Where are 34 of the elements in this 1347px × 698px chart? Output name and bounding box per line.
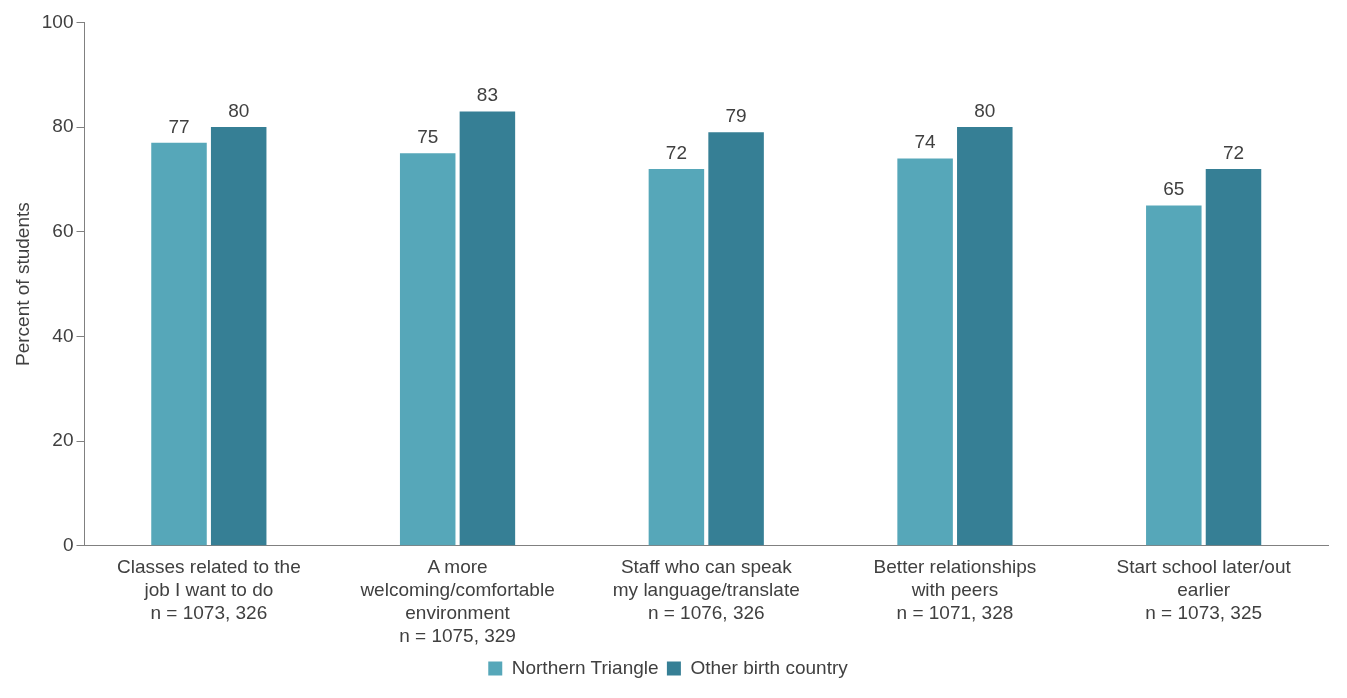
data-label: 83 [476, 84, 498, 106]
bar [708, 132, 764, 546]
x-tick-label: Better relationships with peers n = 1071, 328 [873, 556, 1037, 624]
bar [151, 142, 207, 546]
data-label: 74 [914, 131, 937, 153]
x-tick-label: Staff who can speak my language/translate n = 1076, 326 [612, 556, 800, 624]
x-tick-label: A more welcoming/comfortable environment n = 1075, 329 [359, 556, 555, 646]
y-tick-label: 80 [52, 115, 74, 137]
data-label: 72 [1222, 141, 1245, 163]
bar [210, 127, 267, 546]
y-tick-label: 0 [62, 534, 74, 556]
y-tick-label: 100 [41, 10, 74, 32]
data-label: 80 [228, 99, 250, 121]
legend-label: Northern Triangle [511, 656, 659, 678]
data-label: 65 [1163, 178, 1185, 200]
bar [459, 111, 516, 546]
bar [1205, 168, 1262, 546]
y-axis-title: Percent of students [11, 202, 33, 366]
x-tick-label: Start school later/out earlier n = 1073, 325 [1116, 556, 1292, 624]
data-label: 80 [974, 99, 996, 121]
legend-label: Other birth country [690, 656, 849, 678]
data-label: 75 [417, 125, 439, 147]
bar [648, 168, 705, 546]
bar [399, 153, 456, 546]
data-label: 77 [168, 115, 190, 137]
bar [957, 127, 1013, 546]
data-label: 79 [725, 105, 747, 127]
y-tick-label: 60 [52, 219, 74, 241]
bar [1146, 205, 1202, 546]
y-tick-label: 20 [52, 429, 74, 451]
bar [897, 158, 953, 546]
data-label: 72 [665, 141, 687, 163]
x-tick-label: Classes related to the job I want to do n = 1073, 326 [116, 556, 301, 624]
y-tick-label: 40 [52, 324, 74, 346]
